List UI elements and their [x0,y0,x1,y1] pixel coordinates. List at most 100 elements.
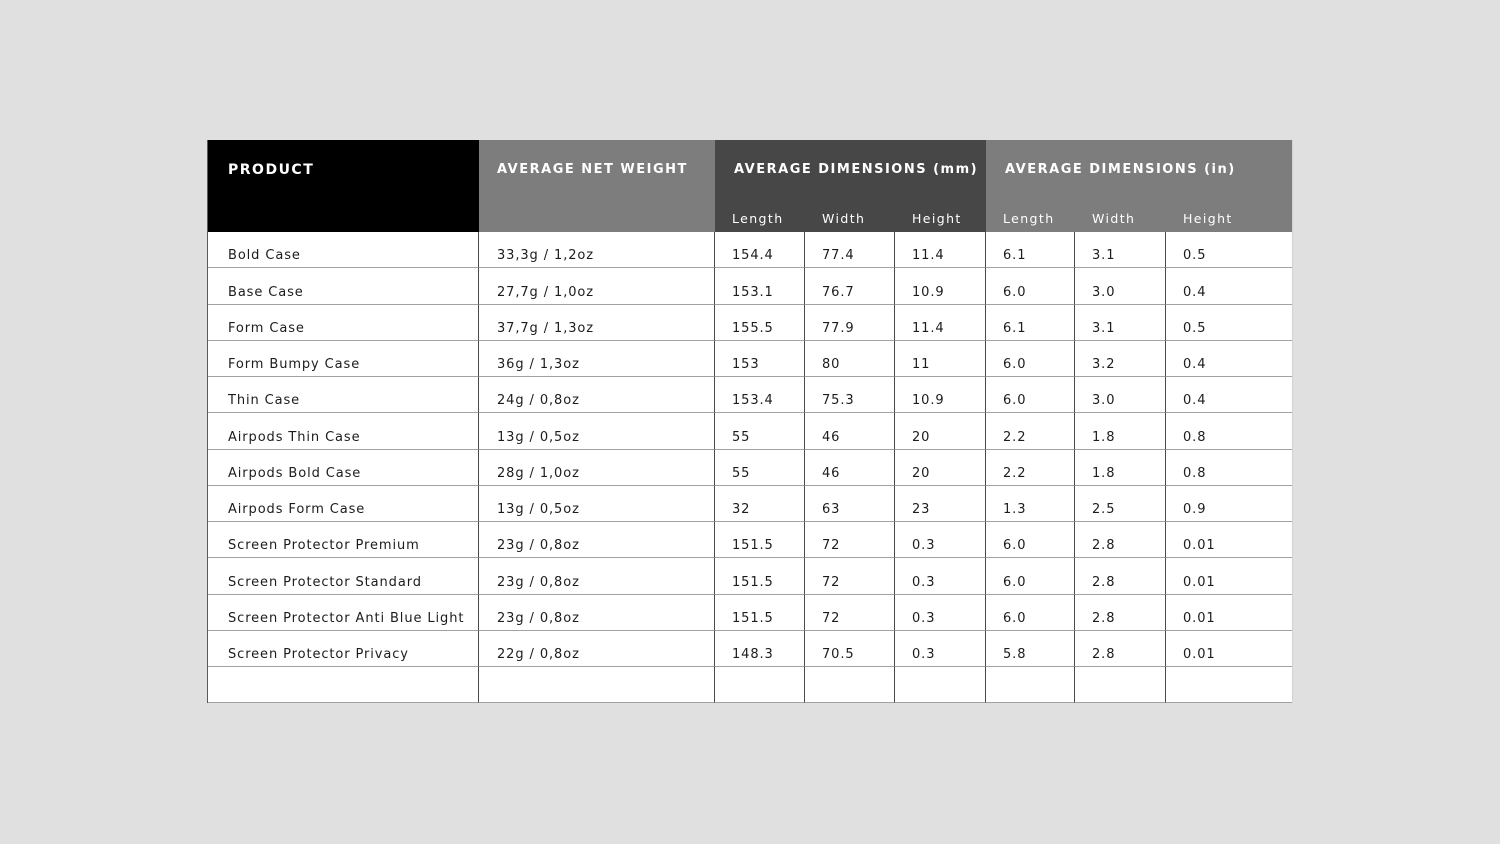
product-name-cell: Screen Protector Premium [208,522,479,559]
net-weight-cell: 13g / 0,5oz [479,413,715,450]
mm-length-cell: 55 [715,413,805,450]
mm-length-cell: 151.5 [715,594,805,631]
in-height-cell: 0.01 [1166,558,1292,595]
in-length-cell: 6.0 [986,558,1075,595]
mm-length-cell-text: 153 [732,357,760,373]
mm-length-cell: 153 [715,340,805,378]
net-weight-cell: 13g / 0,5oz [479,485,715,523]
in-length-cell: 6.0 [986,594,1075,631]
in-width-cell-text: 2.5 [1092,502,1116,518]
subheader-mm-length-label: Length [732,211,784,226]
mm-height-cell-text: 0.3 [912,610,936,626]
mm-width-cell: 72 [805,594,895,631]
mm-length-cell-text: 55 [732,429,751,445]
mm-height-cell: 0.3 [895,522,986,559]
net-weight-cell-text: 23g / 0,8oz [497,574,580,590]
mm-length-cell: 148.3 [715,630,805,668]
subheader-mm-height: Height [895,200,986,232]
product-name-cell [208,667,479,704]
header-product-label: PRODUCT [228,162,315,178]
mm-length-cell-text: 153.1 [732,284,774,300]
mm-width-cell: 77.9 [805,304,895,341]
product-name-cell: Base Case [208,268,479,305]
subheader-mm-width: Width [805,200,895,232]
in-height-cell: 0.4 [1166,377,1292,414]
mm-height-cell-text: 10.9 [912,284,945,300]
in-length-cell-text: 6.1 [1003,248,1027,264]
in-width-cell: 2.8 [1075,558,1166,595]
in-length-cell-text: 6.0 [1003,357,1027,373]
mm-width-cell: 70.5 [805,630,895,668]
product-name-cell: Thin Case [208,377,479,414]
mm-height-cell-text: 10.9 [912,393,945,409]
mm-height-cell: 10.9 [895,268,986,305]
in-width-cell-text: 2.8 [1092,647,1116,663]
in-length-cell-text: 1.3 [1003,502,1027,518]
in-width-cell-text: 3.2 [1092,357,1116,373]
header-average-net-weight-label: AVERAGE NET WEIGHT [497,162,688,177]
in-width-cell: 3.0 [1075,268,1166,305]
product-name-cell: Airpods Form Case [208,485,479,523]
mm-height-cell-text: 0.3 [912,538,936,554]
in-height-cell-text: 0.5 [1183,320,1207,336]
mm-width-cell-text: 46 [822,465,841,481]
in-height-cell: 0.4 [1166,268,1292,305]
in-width-cell: 1.8 [1075,413,1166,450]
in-height-cell-text: 0.01 [1183,610,1216,626]
in-height-cell: 0.01 [1166,522,1292,559]
in-length-cell: 6.0 [986,377,1075,414]
net-weight-cell-text: 33,3g / 1,2oz [497,248,594,264]
mm-length-cell: 153.1 [715,268,805,305]
in-width-cell-text: 1.8 [1092,429,1116,445]
header-average-dimensions-mm-label: AVERAGE DIMENSIONS (mm) [734,162,979,177]
mm-width-cell: 72 [805,522,895,559]
header-average-dimensions-mm: AVERAGE DIMENSIONS (mm) [715,140,986,200]
mm-length-cell-text: 55 [732,465,751,481]
in-length-cell: 6.1 [986,304,1075,341]
in-height-cell: 0.01 [1166,594,1292,631]
in-length-cell-text: 6.0 [1003,610,1027,626]
in-width-cell: 3.2 [1075,340,1166,378]
mm-length-cell-text: 32 [732,502,751,518]
in-length-cell-text: 6.1 [1003,320,1027,336]
net-weight-cell: 23g / 0,8oz [479,558,715,595]
header-average-dimensions-in: AVERAGE DIMENSIONS (in) [986,140,1292,200]
net-weight-cell-text: 23g / 0,8oz [497,538,580,554]
product-name-cell-text: Form Case [228,320,305,336]
mm-height-cell: 20 [895,413,986,450]
mm-height-cell-text: 11.4 [912,320,945,336]
mm-height-cell-text: 11 [912,357,931,373]
mm-length-cell-text: 153.4 [732,393,774,409]
net-weight-cell-text: 28g / 1,0oz [497,465,580,481]
in-length-cell: 2.2 [986,413,1075,450]
mm-height-cell: 11 [895,340,986,378]
mm-length-cell: 154.4 [715,232,805,269]
product-name-cell-text: Airpods Form Case [228,502,366,518]
mm-length-cell: 151.5 [715,558,805,595]
mm-height-cell-text: 11.4 [912,248,945,264]
mm-height-cell: 10.9 [895,377,986,414]
mm-length-cell-text: 151.5 [732,574,774,590]
in-width-cell-text: 3.0 [1092,393,1116,409]
net-weight-cell-text: 13g / 0,5oz [497,429,580,445]
in-width-cell-text: 3.1 [1092,248,1116,264]
mm-height-cell: 23 [895,485,986,523]
in-width-cell: 2.5 [1075,485,1166,523]
in-length-cell-text: 2.2 [1003,465,1027,481]
in-width-cell-text: 2.8 [1092,538,1116,554]
mm-width-cell: 46 [805,413,895,450]
subheader-in-height-label: Height [1183,211,1233,226]
mm-width-cell-text: 72 [822,574,841,590]
in-length-cell-text: 6.0 [1003,393,1027,409]
product-name-cell: Screen Protector Privacy [208,630,479,668]
in-width-cell: 3.1 [1075,232,1166,269]
in-width-cell-text: 3.1 [1092,320,1116,336]
mm-width-cell-text: 77.4 [822,248,855,264]
product-name-cell: Form Case [208,304,479,341]
in-height-cell [1166,667,1292,704]
mm-height-cell [895,667,986,704]
mm-height-cell-text: 20 [912,465,931,481]
mm-height-cell-text: 23 [912,502,931,518]
in-width-cell-text: 2.8 [1092,610,1116,626]
net-weight-cell: 28g / 1,0oz [479,449,715,486]
